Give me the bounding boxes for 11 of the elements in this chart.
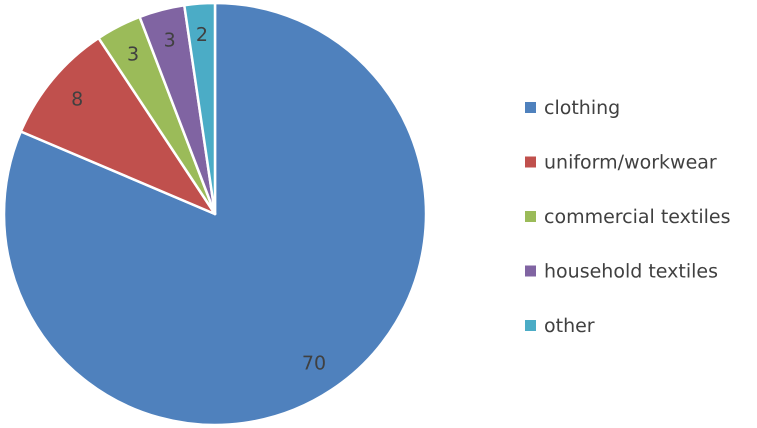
data-label: 2: [196, 24, 208, 46]
legend-label: other: [544, 315, 595, 337]
data-label: 3: [126, 43, 140, 66]
data-label: 3: [164, 29, 176, 52]
data-label: 8: [71, 88, 84, 110]
legend-label: clothing: [544, 97, 620, 119]
legend-label: commercial textiles: [544, 206, 731, 228]
pie-slice: [2, 2, 428, 426]
legend-label: uniform/workwear: [544, 152, 717, 174]
legend-label: household textiles: [544, 260, 718, 282]
data-label: 70: [302, 352, 326, 375]
